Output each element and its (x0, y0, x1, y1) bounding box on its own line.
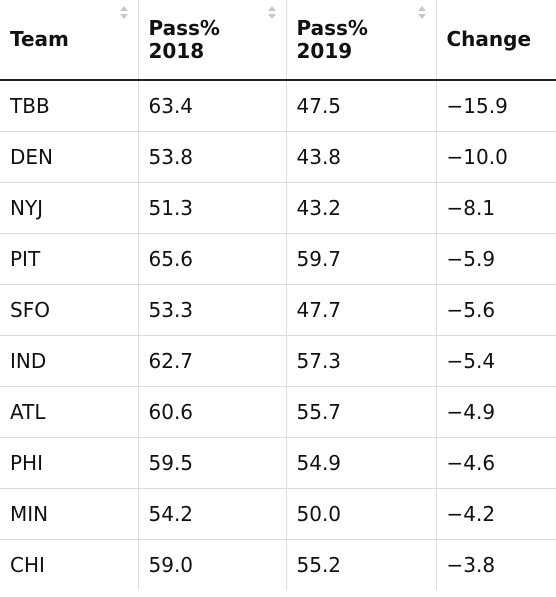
cell-pass-2019: 43.8 (286, 131, 437, 183)
column-header-label: Pass% (148, 15, 220, 40)
table-row: SFO 53.3 47.7 −5.6 (0, 284, 556, 336)
cell-pass-2018: 54.2 (138, 488, 287, 540)
cell-pass-2019: 47.7 (286, 284, 437, 336)
cell-pass-2019: 59.7 (286, 233, 437, 285)
cell-pass-2019: 50.0 (286, 488, 437, 540)
table-row: NYJ 51.3 43.2 −8.1 (0, 182, 556, 234)
column-header-sublabel: 2018 (148, 38, 205, 63)
column-header-change: Change (436, 0, 556, 81)
sort-both-icon[interactable] (119, 5, 128, 21)
column-header-label: Team (10, 27, 69, 51)
sort-both-icon[interactable] (417, 5, 426, 21)
cell-pass-2019: 57.3 (286, 335, 437, 387)
sort-both-icon[interactable] (267, 5, 276, 21)
cell-change: −5.9 (436, 233, 556, 285)
cell-team: IND (0, 335, 139, 387)
header-row: Team Pass% 2018 Pass% 2019 Change (0, 0, 556, 81)
table-row: DEN 53.8 43.8 −10.0 (0, 131, 556, 183)
cell-team: CHI (0, 539, 139, 590)
table-row: PIT 65.6 59.7 −5.9 (0, 233, 556, 285)
cell-pass-2018: 63.4 (138, 80, 287, 132)
cell-change: −3.8 (446, 552, 496, 577)
cell-change: −4.6 (436, 437, 556, 489)
cell-team: SFO (0, 284, 139, 336)
cell-change: −15.9 (436, 80, 556, 132)
cell-team: PIT (0, 233, 139, 285)
cell-change: −10.0 (436, 131, 556, 183)
cell-pass-2018: 62.7 (138, 335, 287, 387)
table-row: ATL 60.6 55.7 −4.9 (0, 386, 556, 438)
column-header-pass-2018[interactable]: Pass% 2018 (138, 0, 287, 81)
cell-pass-2019: 47.5 (286, 80, 437, 132)
cell-pass-2019: 55.7 (286, 386, 437, 438)
cell-pass-2019: 43.2 (286, 182, 437, 234)
cell-pass-2019: 55.2 (286, 539, 437, 590)
cell-pass-2018: 65.6 (138, 233, 287, 285)
cell-team: NYJ (0, 182, 139, 234)
column-header-team[interactable]: Team (0, 0, 139, 81)
cell-team: PHI (0, 437, 139, 489)
cell-change: −8.1 (436, 182, 556, 234)
cell-pass-2018: 59.0 (138, 539, 287, 590)
table-row: TBB 63.4 47.5 −15.9 (0, 80, 556, 132)
cell-pass-2019: 54.9 (286, 437, 437, 489)
cell-team: TBB (0, 80, 139, 132)
cell-change: −5.6 (436, 284, 556, 336)
cell-pass-2018: 51.3 (138, 182, 287, 234)
cell-pass-2018: 60.6 (138, 386, 287, 438)
cell-pass-2018: 53.3 (138, 284, 287, 336)
cell-pass-2018: 53.8 (138, 131, 287, 183)
table-row: CHI 59.0 55.2 −3.8 (0, 539, 556, 590)
table-row: PHI 59.5 54.9 −4.6 (0, 437, 556, 489)
table-row: IND 62.7 57.3 −5.4 (0, 335, 556, 387)
column-header-label: Pass% (296, 15, 368, 40)
cell-team: DEN (0, 131, 139, 183)
column-header-sublabel: 2019 (296, 38, 353, 63)
table-row: MIN 54.2 50.0 −4.2 (0, 488, 556, 540)
cell-change: −5.4 (436, 335, 556, 387)
cell-change: −4.9 (436, 386, 556, 438)
cell-team: MIN (0, 488, 139, 540)
cell-team: ATL (0, 386, 139, 438)
cell-change: −4.2 (436, 488, 556, 540)
column-header-label: Change (446, 27, 532, 51)
column-header-pass-2019[interactable]: Pass% 2019 (286, 0, 437, 81)
cell-pass-2018: 59.5 (138, 437, 287, 489)
